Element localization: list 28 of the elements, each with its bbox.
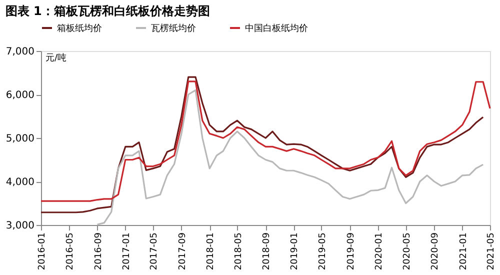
chart-title: 图表 1：箱板瓦楞和白纸板价格走势图	[5, 4, 210, 18]
x-tick-label: 2020-05	[402, 232, 412, 270]
x-tick-label: 2016-09	[94, 232, 104, 270]
x-tick-label: 2018-09	[262, 232, 272, 270]
x-tick-label: 2016-05	[65, 232, 76, 270]
x-tick-label: 2017-09	[178, 232, 188, 270]
legend-label: 瓦楞纸均价	[151, 23, 196, 34]
y-tick-label: 7,000	[6, 46, 34, 58]
x-tick-label: 2021-05	[486, 232, 496, 270]
legend-label: 中国白板纸均价	[245, 23, 308, 34]
legend-label: 箱板纸均价	[57, 23, 102, 34]
x-tick-label: 2016-01	[38, 232, 48, 270]
x-tick-label: 2019-01	[290, 232, 300, 270]
x-tick-label: 2021-01	[458, 232, 469, 270]
x-tick-label: 2019-05	[318, 232, 328, 270]
x-tick-label: 2020-09	[430, 232, 441, 270]
y-tick-label: 4,000	[6, 177, 34, 188]
x-tick-label: 2019-09	[346, 232, 356, 270]
x-tick-label: 2018-01	[206, 232, 216, 270]
x-tick-label: 2020-01	[374, 232, 384, 270]
line-series	[96, 89, 484, 226]
x-tick-label: 2017-05	[150, 232, 160, 270]
x-tick-label: 2018-05	[234, 232, 244, 270]
y-tick-label: 3,000	[6, 220, 34, 232]
y-tick-label: 5,000	[6, 134, 34, 144]
y-axis-title: 元/吨	[46, 52, 67, 64]
y-tick-label: 6,000	[6, 90, 34, 101]
x-tick-label: 2017-01	[122, 232, 132, 270]
